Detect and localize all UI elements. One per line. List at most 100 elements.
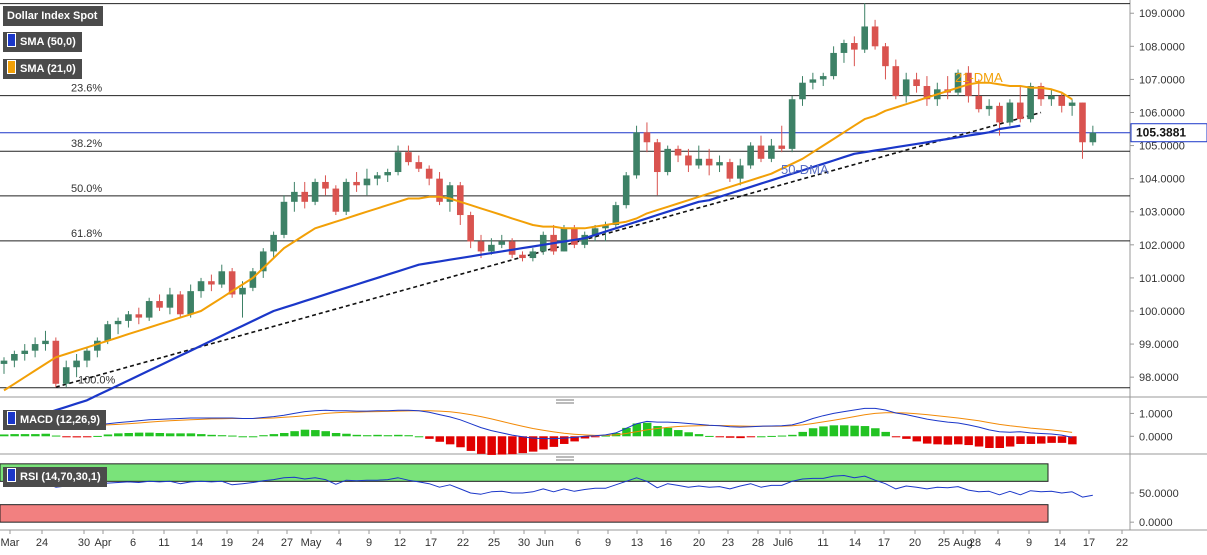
sma50-swatch-icon xyxy=(7,33,16,47)
candle-body xyxy=(280,201,288,235)
macd-histogram-bar xyxy=(10,434,19,437)
candle-body xyxy=(633,132,640,176)
time-tick-label: 17 xyxy=(878,537,890,549)
candle-body xyxy=(353,181,360,186)
macd-histogram-bar xyxy=(103,434,113,437)
price-tick-label: 102.0000 xyxy=(1139,240,1185,252)
sma21-line xyxy=(3,81,1073,392)
macd-histogram-bar xyxy=(508,436,517,455)
candle-body xyxy=(259,251,267,272)
time-tick-label: 17 xyxy=(425,537,437,549)
macd-tick-label: 0.0000 xyxy=(1139,431,1173,443)
time-tick-label: 9 xyxy=(366,537,372,549)
candle-body xyxy=(1027,86,1034,120)
sma50-badge[interactable]: SMA (50,0) xyxy=(3,32,82,52)
macd-histogram-bar xyxy=(331,432,341,437)
candle-body xyxy=(104,324,111,341)
rsi-line xyxy=(3,475,1093,498)
time-tick-label: 25 xyxy=(938,537,950,549)
macd-histogram-bar xyxy=(974,436,984,447)
rsi-badge[interactable]: RSI (14,70,30,1) xyxy=(3,467,107,487)
time-tick-label: 9 xyxy=(1026,537,1032,549)
macd-histogram-bar xyxy=(663,427,673,437)
macd-histogram-bar xyxy=(860,426,870,437)
candle-body xyxy=(228,271,236,295)
fib-level-label: 23.6% xyxy=(71,83,102,95)
time-tick-label: 13 xyxy=(631,537,643,549)
macd-histogram-bar xyxy=(445,436,455,445)
macd-histogram-bar xyxy=(31,434,40,437)
macd-histogram-bar xyxy=(466,436,476,451)
candle-body xyxy=(975,95,983,110)
candle-body xyxy=(508,241,516,255)
macd-histogram-bar xyxy=(985,436,994,448)
time-tick-label: 16 xyxy=(660,537,672,549)
fib-level-label: 100.0% xyxy=(78,375,116,387)
macd-histogram-bar xyxy=(425,436,434,439)
time-tick-label: 4 xyxy=(336,537,342,549)
rsi-swatch-icon xyxy=(7,468,16,482)
macd-histogram-bar xyxy=(518,436,527,454)
price-tick-label: 105.0000 xyxy=(1139,141,1185,153)
time-tick-label: 24 xyxy=(36,537,48,549)
macd-histogram-bar xyxy=(134,432,144,437)
candle-body xyxy=(394,152,402,173)
rsi-badge-label: RSI (14,70,30,1) xyxy=(20,471,101,483)
macd-signal-line xyxy=(3,410,1073,436)
macd-histogram-bar xyxy=(228,435,237,437)
candle-body xyxy=(467,215,474,242)
candle-body xyxy=(602,224,609,229)
time-tick-label: 14 xyxy=(191,537,203,549)
macd-histogram-bar xyxy=(217,435,227,437)
time-tick-label: 24 xyxy=(252,537,264,549)
candle-body xyxy=(954,72,962,93)
candle-body xyxy=(1016,102,1024,120)
candle-body xyxy=(73,360,80,368)
sma50-line xyxy=(3,124,1021,428)
price-tick-label: 104.0000 xyxy=(1139,174,1185,186)
candle-body xyxy=(560,228,568,252)
macd-histogram-bar xyxy=(850,425,859,437)
macd-histogram-bar xyxy=(653,426,662,437)
candle-body xyxy=(612,205,620,225)
macd-histogram-bar xyxy=(570,436,579,442)
candle-body xyxy=(405,152,412,163)
candle-body xyxy=(31,344,39,351)
candle-body xyxy=(301,191,309,202)
macd-histogram-bar xyxy=(497,436,507,455)
time-tick-label: 11 xyxy=(158,537,169,549)
macd-histogram-bar xyxy=(311,430,320,437)
candle-body xyxy=(716,162,723,166)
candle-body xyxy=(197,281,205,292)
candle-body xyxy=(529,251,537,259)
macd-histogram-bar xyxy=(964,436,973,446)
candle-body xyxy=(42,340,49,345)
macd-histogram-bar xyxy=(674,430,683,437)
candle-body xyxy=(270,234,277,252)
candle-body xyxy=(425,168,433,179)
macd-badge[interactable]: MACD (12,26,9) xyxy=(3,410,107,430)
candle-body xyxy=(685,155,692,166)
time-tick-label: 6 xyxy=(575,537,581,549)
time-tick-label: 6 xyxy=(130,537,136,549)
candle-body xyxy=(571,228,578,245)
macd-swatch-icon xyxy=(7,411,16,425)
sma21-badge[interactable]: SMA (21,0) xyxy=(3,59,82,79)
candle-body xyxy=(249,271,257,288)
candle-body xyxy=(674,148,682,156)
macd-histogram-bar xyxy=(725,436,735,438)
macd-histogram-bar xyxy=(1016,436,1025,444)
macd-histogram-bar xyxy=(248,436,258,438)
macd-line xyxy=(3,407,1073,440)
time-tick-label: 17 xyxy=(1083,537,1095,549)
candle-body xyxy=(736,165,744,179)
candle-body xyxy=(892,66,900,96)
price-tick-label: 106.0000 xyxy=(1139,107,1185,119)
time-tick-label: 30 xyxy=(518,537,530,549)
macd-histogram-bar xyxy=(487,436,496,455)
candle-body xyxy=(311,181,319,202)
title-badge: Dollar Index Spot xyxy=(3,6,104,26)
candle-body xyxy=(208,281,215,285)
candle-body xyxy=(1006,102,1014,123)
